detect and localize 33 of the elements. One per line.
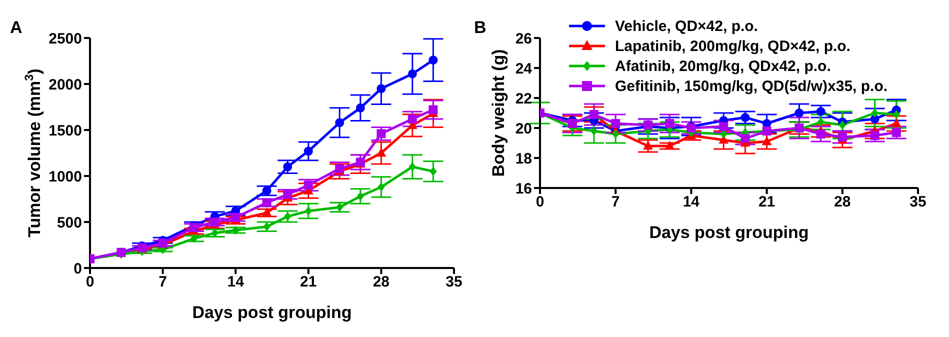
x-tick-label: 0	[86, 274, 94, 291]
x-tick-label: 7	[611, 194, 620, 211]
x-tick-label: 21	[758, 194, 776, 211]
legend-label: Gefitinib, 150mg/kg, QD(5d/w)x35, p.o.	[615, 78, 888, 94]
y-tick-label: 22	[515, 90, 532, 108]
x-tick-label: 0	[536, 194, 544, 211]
x-tick-label: 21	[300, 274, 317, 291]
legend-label: Lapatinib, 200mg/kg, QD×42, p.o.	[615, 38, 850, 54]
x-tick-label: 35	[910, 194, 926, 211]
x-tick-label: 14	[227, 274, 245, 291]
y-tick-label: 18	[515, 150, 532, 168]
chart-title: B	[474, 18, 486, 38]
y-tick-label: 0	[74, 260, 82, 278]
chart-title: A	[10, 18, 22, 38]
x-tick-label: 28	[834, 194, 851, 211]
y-axis-title: Body weight (g)	[489, 49, 508, 177]
x-tick-label: 35	[446, 274, 462, 291]
y-tick-label: 20	[515, 120, 532, 138]
x-axis-title: Days post grouping	[192, 303, 352, 322]
y-tick-label: 2000	[48, 76, 82, 94]
x-axis-title: Days post grouping	[649, 223, 809, 242]
x-tick-label: 7	[158, 274, 167, 291]
legend-label: Vehicle, QD×42, p.o.	[615, 18, 758, 34]
y-tick-label: 24	[515, 60, 533, 78]
y-tick-label: 2500	[48, 30, 82, 48]
legend-label: Afatinib, 20mg/kg, QDx42, p.o.	[615, 58, 831, 74]
y-tick-label: 26	[515, 30, 532, 48]
y-tick-label: 1000	[48, 168, 82, 186]
x-tick-label: 28	[372, 274, 390, 291]
x-tick-label: 14	[682, 194, 700, 211]
y-tick-label: 16	[515, 180, 532, 198]
y-tick-label: 500	[56, 214, 82, 232]
y-tick-label: 1500	[48, 122, 82, 140]
